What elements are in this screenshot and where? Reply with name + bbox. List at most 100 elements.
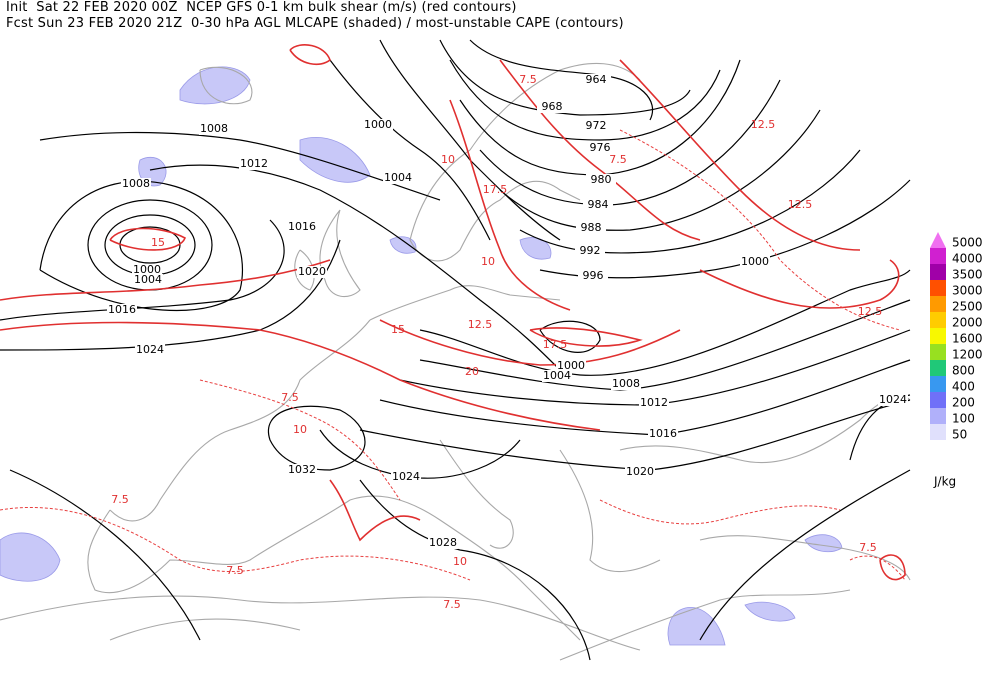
isobar: [149, 164, 561, 371]
shear-label: 10: [453, 555, 467, 568]
isobar: [419, 299, 911, 391]
shear-contour: [449, 99, 571, 311]
shear-contour: [499, 59, 701, 241]
cape-area: [389, 236, 417, 254]
isobar-label: 964: [586, 73, 607, 86]
cape-area: [0, 532, 61, 582]
isobar-label: 1020: [626, 465, 654, 478]
isobar-label: 968: [542, 100, 563, 113]
coastline: [559, 589, 851, 661]
isobar-label: 1008: [612, 377, 640, 390]
legend-swatch: [930, 264, 946, 280]
coastline: [199, 66, 253, 105]
coastline: [319, 209, 361, 298]
label-bg: [581, 74, 611, 86]
shear-contour: [109, 227, 186, 251]
label-bg: [107, 304, 137, 316]
coastline: [369, 285, 561, 321]
shear-contour: [529, 327, 643, 347]
cape-area: [667, 607, 726, 646]
legend-swatch: [930, 424, 946, 440]
isobar: [699, 469, 911, 641]
label-bg: [428, 537, 458, 549]
shear-label: 10: [293, 423, 307, 436]
cape-area: [179, 66, 251, 105]
isobar-label: 1016: [649, 427, 677, 440]
isobar-label: 1016: [288, 220, 316, 233]
label-bg: [575, 245, 605, 257]
legend-units: J/kg: [933, 475, 956, 489]
shear-label: 7.5: [519, 73, 537, 86]
legend-swatch: [930, 344, 946, 360]
isobar-label: 1016: [108, 303, 136, 316]
isobar-label: 1004: [543, 369, 571, 382]
legend-label: 800: [952, 364, 975, 378]
coastline: [109, 319, 371, 522]
isobar-label: 1012: [240, 157, 268, 170]
isobar-label: 1032: [288, 463, 316, 476]
legend-label: 1200: [952, 348, 983, 362]
cape-area: [299, 137, 371, 183]
isobar-label: 996: [583, 269, 604, 282]
isobar: [319, 429, 521, 479]
label-bg: [578, 270, 608, 282]
isobar-label: 988: [581, 221, 602, 234]
shear-label: 7.5: [281, 391, 299, 404]
legend-label: 400: [952, 380, 975, 394]
label-bg: [639, 397, 669, 409]
coastline: [559, 449, 661, 573]
label-bg: [287, 464, 317, 476]
label-bg: [740, 256, 770, 268]
shear-label: 12.5: [751, 118, 776, 131]
isobar: [479, 79, 781, 206]
isobar: [519, 149, 861, 254]
coastline: [699, 535, 911, 581]
label-bg: [239, 158, 269, 170]
legend-label: 2500: [952, 300, 983, 314]
isobar-label: 1004: [134, 273, 162, 286]
shear-label: 17.5: [483, 183, 508, 196]
label-bg: [297, 266, 327, 278]
header: Init Sat 22 FEB 2020 00Z NCEP GFS 0-1 km…: [6, 0, 624, 32]
isobar: [449, 59, 721, 141]
cape-area: [519, 237, 552, 260]
shear-contour: [0, 259, 331, 301]
coastline: [109, 618, 301, 641]
shear-label: 15: [151, 236, 165, 249]
label-bg: [581, 120, 611, 132]
shear-label: 20: [465, 365, 479, 378]
legend-swatch: [930, 296, 946, 312]
legend-swatch: [930, 232, 946, 248]
isobar-label: 1012: [640, 396, 668, 409]
shear-contour: [619, 59, 861, 251]
legend-swatch: [930, 360, 946, 376]
legend-swatch: [930, 312, 946, 328]
shear-contour: [879, 554, 906, 581]
shear-label: 7.5: [859, 541, 877, 554]
legend-label: 200: [952, 396, 975, 410]
shear-label: 15: [391, 323, 405, 336]
label-bg: [648, 428, 678, 440]
isobar: [439, 39, 691, 116]
label-bg: [133, 274, 163, 286]
isobar: [0, 219, 285, 321]
shear-contour: [0, 321, 601, 431]
label-bg: [135, 344, 165, 356]
coastline: [439, 439, 514, 549]
label-bg: [583, 199, 613, 211]
isobar: [359, 399, 911, 471]
shear-contour: [289, 44, 331, 66]
isobar-label: 1000: [557, 359, 585, 372]
isobar-label: 1024: [879, 393, 907, 406]
shear-label: 12.5: [858, 305, 883, 318]
shear-contour: [379, 319, 681, 366]
shear-label: 10: [481, 255, 495, 268]
label-bg: [383, 172, 413, 184]
shear-label: 12.5: [468, 318, 493, 331]
isobar-label: 980: [591, 173, 612, 186]
legend-label: 2000: [952, 316, 983, 330]
shear-contour: [199, 379, 401, 501]
label-bg: [537, 101, 567, 113]
shear-label: 7.5: [443, 598, 461, 611]
